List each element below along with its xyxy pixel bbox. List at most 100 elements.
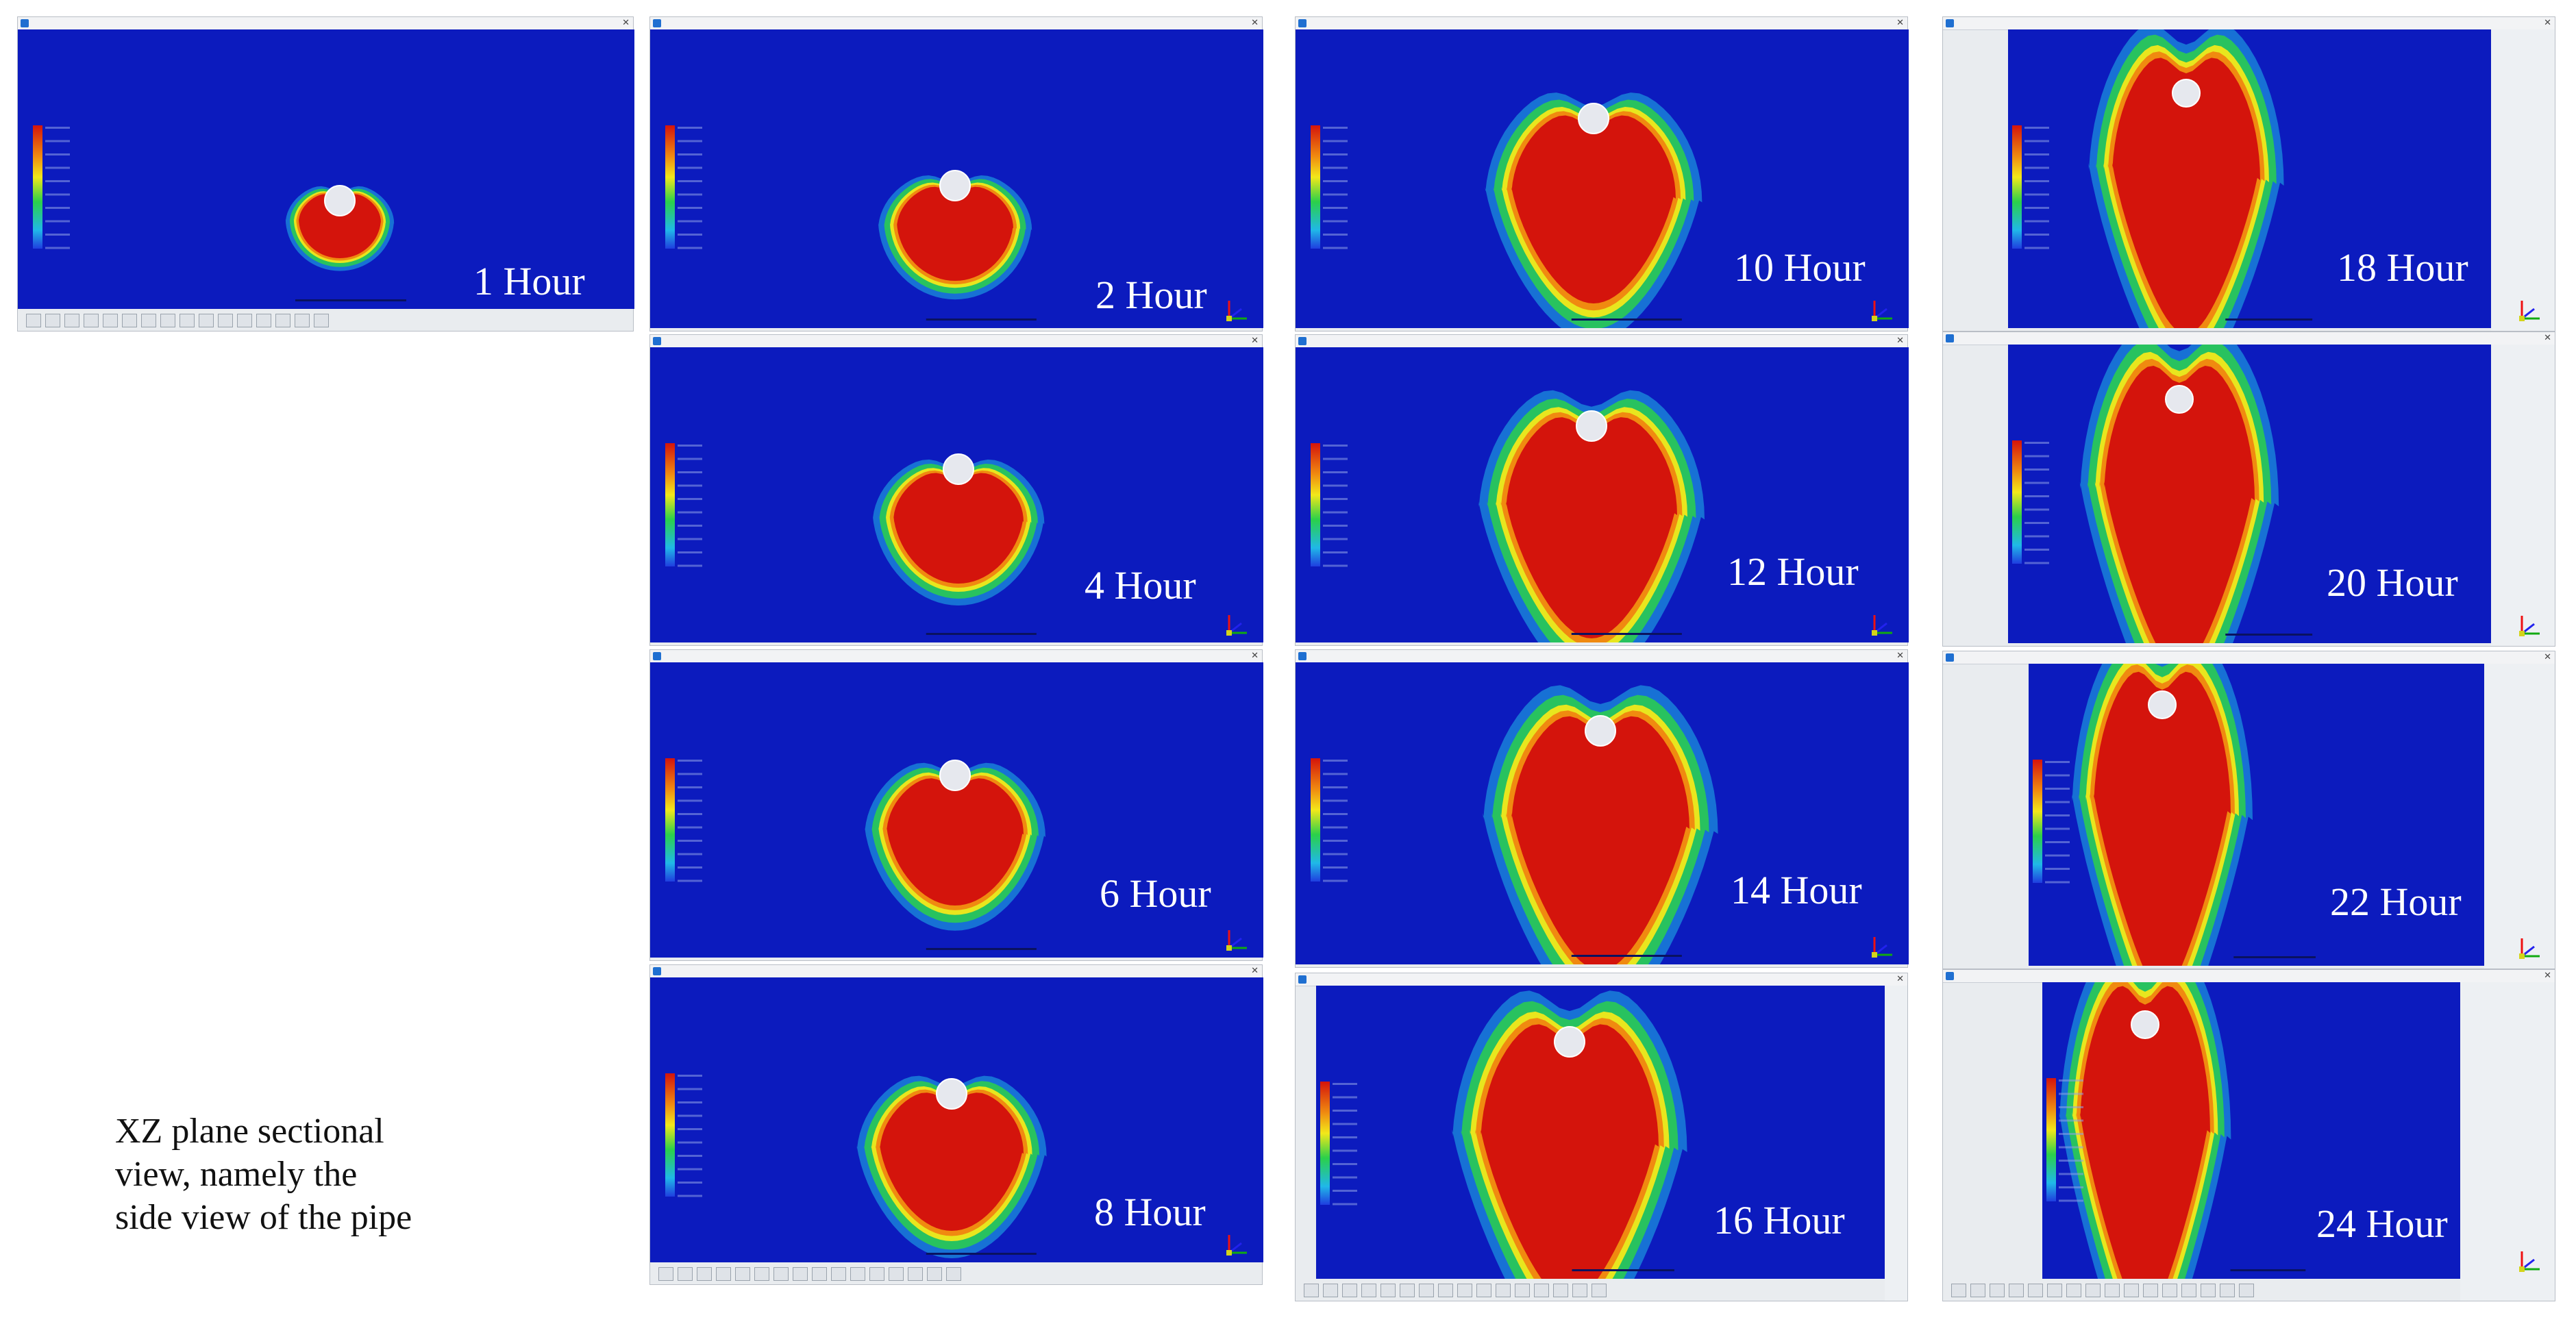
toolbar-tool-button[interactable] bbox=[1496, 1284, 1511, 1297]
toolbar-tool-button[interactable] bbox=[1970, 1284, 1985, 1297]
toolbar-tool-button[interactable] bbox=[1380, 1284, 1396, 1297]
window-icon bbox=[1298, 19, 1306, 27]
toolbar-tool-button[interactable] bbox=[314, 314, 329, 327]
legend-tick-label bbox=[2059, 1119, 2083, 1122]
toolbar-tool-button[interactable] bbox=[658, 1267, 673, 1281]
toolbar-tool-button[interactable] bbox=[2220, 1284, 2235, 1297]
toolbar-tool-button[interactable] bbox=[179, 314, 195, 327]
toolbar-tool-button[interactable] bbox=[2105, 1284, 2120, 1297]
close-icon[interactable]: ✕ bbox=[2544, 971, 2551, 981]
legend-tick-label bbox=[678, 166, 702, 169]
close-icon[interactable]: ✕ bbox=[1251, 966, 1259, 976]
toolbar-tool-button[interactable] bbox=[103, 314, 118, 327]
toolbar-tool-button[interactable] bbox=[1476, 1284, 1491, 1297]
toolbar-tool-button[interactable] bbox=[84, 314, 99, 327]
contour-plot bbox=[1311, 92, 1702, 328]
graphics-toolbar bbox=[1304, 1282, 1611, 1299]
toolbar-tool-button[interactable] bbox=[1990, 1284, 2005, 1297]
legend-tick-label bbox=[678, 207, 702, 209]
toolbar-tool-button[interactable] bbox=[678, 1267, 693, 1281]
close-icon[interactable]: ✕ bbox=[622, 18, 630, 28]
toolbar-tool-button[interactable] bbox=[2162, 1284, 2177, 1297]
toolbar-tool-button[interactable] bbox=[1323, 1284, 1338, 1297]
toolbar-tool-button[interactable] bbox=[218, 314, 233, 327]
toolbar-tool-button[interactable] bbox=[2239, 1284, 2254, 1297]
toolbar-tool-button[interactable] bbox=[2066, 1284, 2081, 1297]
close-icon[interactable]: ✕ bbox=[1896, 974, 1904, 984]
contour-layer bbox=[1481, 1024, 1659, 1279]
toolbar-tool-button[interactable] bbox=[773, 1267, 789, 1281]
toolbar-tool-button[interactable] bbox=[735, 1267, 750, 1281]
close-icon[interactable]: ✕ bbox=[2544, 333, 2551, 343]
contour-panel: ✕ 16 Hour bbox=[1295, 973, 1908, 1301]
toolbar-tool-button[interactable] bbox=[160, 314, 175, 327]
legend-tick-label bbox=[678, 1088, 702, 1090]
legend-tick-label bbox=[2059, 1092, 2083, 1095]
toolbar-tool-button[interactable] bbox=[2181, 1284, 2196, 1297]
legend-tick-label bbox=[45, 247, 70, 249]
toolbar-tool-button[interactable] bbox=[908, 1267, 923, 1281]
toolbar-tool-button[interactable] bbox=[1438, 1284, 1453, 1297]
toolbar-tool-button[interactable] bbox=[2047, 1284, 2062, 1297]
close-icon[interactable]: ✕ bbox=[2544, 18, 2551, 28]
toolbar-tool-button[interactable] bbox=[889, 1267, 904, 1281]
graphics-toolbar bbox=[658, 1265, 965, 1283]
toolbar-tool-button[interactable] bbox=[1515, 1284, 1530, 1297]
close-icon[interactable]: ✕ bbox=[2544, 652, 2551, 662]
toolbar-tool-button[interactable] bbox=[2009, 1284, 2024, 1297]
toolbar-tool-button[interactable] bbox=[295, 314, 310, 327]
legend-tick-label bbox=[678, 760, 702, 762]
contour-plot bbox=[665, 443, 1045, 635]
close-icon[interactable]: ✕ bbox=[1896, 651, 1904, 661]
toolbar-tool-button[interactable] bbox=[275, 314, 290, 327]
toolbar-tool-button[interactable] bbox=[2085, 1284, 2101, 1297]
toolbar-tool-button[interactable] bbox=[1457, 1284, 1472, 1297]
toolbar-tool-button[interactable] bbox=[697, 1267, 712, 1281]
toolbar-tool-button[interactable] bbox=[2143, 1284, 2158, 1297]
toolbar-tool-button[interactable] bbox=[1534, 1284, 1549, 1297]
close-icon[interactable]: ✕ bbox=[1896, 18, 1904, 28]
legend-tick-label bbox=[2045, 854, 2070, 857]
toolbar-tool-button[interactable] bbox=[793, 1267, 808, 1281]
toolbar-tool-button[interactable] bbox=[754, 1267, 769, 1281]
toolbar-tool-button[interactable] bbox=[2028, 1284, 2043, 1297]
legend-tick-label bbox=[1323, 826, 1348, 829]
close-icon[interactable]: ✕ bbox=[1251, 651, 1259, 661]
toolbar-tool-button[interactable] bbox=[812, 1267, 827, 1281]
toolbar-tool-button[interactable] bbox=[237, 314, 252, 327]
toolbar-tool-button[interactable] bbox=[256, 314, 271, 327]
toolbar-tool-button[interactable] bbox=[1553, 1284, 1568, 1297]
toolbar-tool-button[interactable] bbox=[26, 314, 41, 327]
toolbar-tool-button[interactable] bbox=[122, 314, 137, 327]
contour-plot bbox=[33, 125, 406, 301]
toolbar-tool-button[interactable] bbox=[1304, 1284, 1319, 1297]
contour-plot bbox=[665, 1073, 1047, 1258]
toolbar-tool-button[interactable] bbox=[199, 314, 214, 327]
toolbar-tool-button[interactable] bbox=[2124, 1284, 2139, 1297]
close-icon[interactable]: ✕ bbox=[1251, 336, 1259, 346]
toolbar-tool-button[interactable] bbox=[927, 1267, 942, 1281]
toolbar-tool-button[interactable] bbox=[45, 314, 60, 327]
legend-tick-label bbox=[678, 866, 702, 869]
toolbar-tool-button[interactable] bbox=[716, 1267, 731, 1281]
toolbar-tool-button[interactable] bbox=[1951, 1284, 1966, 1297]
legend-tick-label bbox=[1323, 879, 1348, 882]
time-label: 12 Hour bbox=[1727, 549, 1859, 594]
toolbar-tool-button[interactable] bbox=[831, 1267, 846, 1281]
toolbar-tool-button[interactable] bbox=[2201, 1284, 2216, 1297]
toolbar-tool-button[interactable] bbox=[1400, 1284, 1415, 1297]
toolbar-tool-button[interactable] bbox=[1342, 1284, 1357, 1297]
toolbar-tool-button[interactable] bbox=[1419, 1284, 1434, 1297]
toolbar-tool-button[interactable] bbox=[1572, 1284, 1587, 1297]
toolbar-tool-button[interactable] bbox=[64, 314, 79, 327]
toolbar-tool-button[interactable] bbox=[1592, 1284, 1607, 1297]
close-icon[interactable]: ✕ bbox=[1251, 18, 1259, 28]
close-icon[interactable]: ✕ bbox=[1896, 336, 1904, 346]
panel-titlebar: ✕ bbox=[1296, 650, 1907, 663]
toolbar-tool-button[interactable] bbox=[946, 1267, 961, 1281]
toolbar-tool-button[interactable] bbox=[141, 314, 156, 327]
toolbar-tool-button[interactable] bbox=[1361, 1284, 1376, 1297]
toolbar-tool-button[interactable] bbox=[850, 1267, 865, 1281]
toolbar-tool-button[interactable] bbox=[869, 1267, 884, 1281]
contour-viewport bbox=[2008, 345, 2491, 643]
